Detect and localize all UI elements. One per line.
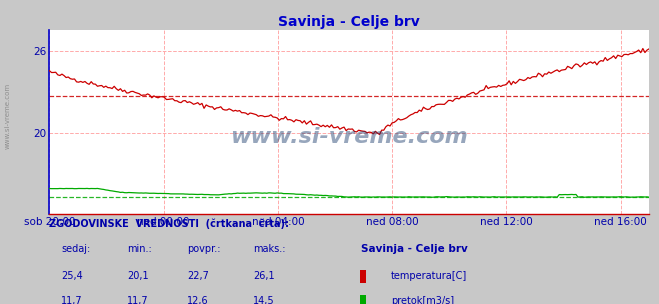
Text: povpr.:: povpr.: bbox=[187, 244, 221, 254]
Text: min.:: min.: bbox=[127, 244, 152, 254]
Text: ZGODOVINSKE  VREDNOSTI  (črtkana  črta):: ZGODOVINSKE VREDNOSTI (črtkana črta): bbox=[49, 219, 289, 229]
Text: 25,4: 25,4 bbox=[61, 271, 83, 281]
Text: 22,7: 22,7 bbox=[187, 271, 209, 281]
Text: Savinja - Celje brv: Savinja - Celje brv bbox=[361, 244, 468, 254]
Text: temperatura[C]: temperatura[C] bbox=[391, 271, 467, 281]
Text: 11,7: 11,7 bbox=[61, 296, 83, 304]
Text: 11,7: 11,7 bbox=[127, 296, 149, 304]
Text: www.si-vreme.com: www.si-vreme.com bbox=[231, 127, 468, 147]
Text: 20,1: 20,1 bbox=[127, 271, 149, 281]
Text: maks.:: maks.: bbox=[253, 244, 286, 254]
Text: www.si-vreme.com: www.si-vreme.com bbox=[5, 82, 11, 149]
Text: sedaj:: sedaj: bbox=[61, 244, 91, 254]
Text: pretok[m3/s]: pretok[m3/s] bbox=[391, 296, 454, 304]
Text: 12,6: 12,6 bbox=[187, 296, 209, 304]
Title: Savinja - Celje brv: Savinja - Celje brv bbox=[278, 15, 420, 29]
Text: 14,5: 14,5 bbox=[253, 296, 275, 304]
Text: 26,1: 26,1 bbox=[253, 271, 275, 281]
